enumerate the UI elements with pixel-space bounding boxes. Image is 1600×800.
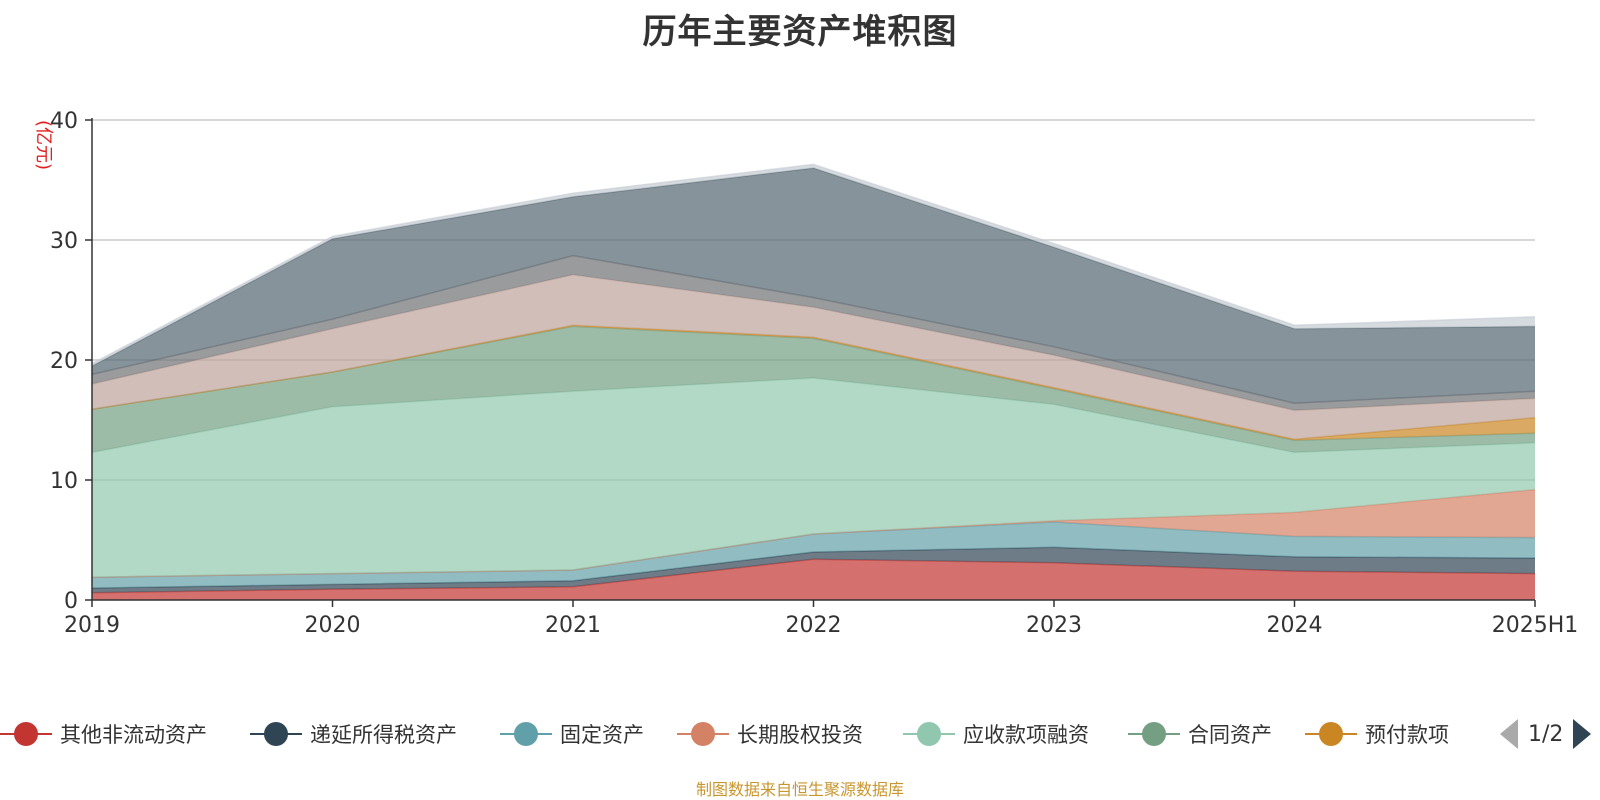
legend-item-label: 应收款项融资	[963, 723, 1089, 747]
legend-item[interactable]: 其他非流动资产	[0, 714, 207, 754]
legend-item[interactable]: 递延所得税资产	[250, 714, 457, 754]
area-series-10	[92, 168, 1535, 404]
legend-marker-icon	[250, 719, 302, 749]
area-series-2	[92, 547, 1535, 593]
legend-item[interactable]: 预付款项	[1305, 714, 1449, 754]
legend-marker-icon	[500, 719, 552, 749]
legend-item-label: 合同资产	[1188, 723, 1272, 747]
x-tick-label: 2021	[545, 613, 601, 638]
legend-marker-icon	[1305, 719, 1357, 749]
area-series-8	[92, 274, 1535, 440]
x-tick-label: 2025H1	[1492, 613, 1579, 638]
legend-item-label: 固定资产	[560, 723, 644, 747]
area-series-9	[92, 255, 1535, 411]
legend-item[interactable]: 应收款项融资	[903, 714, 1089, 754]
x-tick-label: 2020	[305, 613, 361, 638]
legend-pager: 1/2	[1500, 714, 1592, 754]
area-series-1	[92, 559, 1535, 600]
x-tick-label: 2022	[786, 613, 842, 638]
area-series-3	[92, 522, 1535, 588]
legend-marker-icon	[1128, 719, 1180, 749]
legend-item[interactable]: 固定资产	[500, 714, 644, 754]
area-series-6	[92, 326, 1535, 453]
y-axis-unit-label: (亿元)	[33, 120, 54, 170]
x-tick-label: 2023	[1026, 613, 1082, 638]
legend-item-label: 其他非流动资产	[60, 723, 207, 747]
area-edge-11	[91, 163, 1536, 365]
y-tick-label: 20	[50, 349, 78, 374]
y-tick-label: 30	[50, 229, 78, 254]
legend-marker-icon	[677, 719, 729, 749]
area-series-5	[92, 378, 1535, 578]
legend-marker-icon	[0, 719, 52, 749]
axes: 0 10 20 30 40 2019 2020 2021 2022 2023 2024 2025H1	[50, 109, 1578, 638]
y-tick-label: 40	[50, 109, 78, 134]
chart-title: 历年主要资产堆积图	[642, 12, 958, 52]
legend-prev-page-icon[interactable]	[1500, 719, 1518, 749]
legend-next-page-icon[interactable]	[1573, 719, 1592, 749]
x-tick-label: 2019	[64, 613, 120, 638]
data-source-note: 制图数据来自恒生聚源数据库	[695, 780, 904, 799]
y-tick-label: 10	[50, 469, 78, 494]
legend-item[interactable]: 合同资产	[1128, 714, 1272, 754]
y-tick-label: 0	[64, 589, 78, 614]
legend-item[interactable]: 长期股权投资	[677, 714, 863, 754]
legend-item-label: 预付款项	[1365, 723, 1449, 747]
legend-page-indicator: 1/2	[1528, 721, 1564, 747]
legend-item-label: 长期股权投资	[737, 723, 863, 747]
legend-marker-icon	[903, 719, 955, 749]
x-tick-label: 2024	[1267, 613, 1323, 638]
legend: 其他非流动资产 递延所得税资产 固定资产 长期股权投资 应收款项融资 合同资产 预付款项 1…	[0, 714, 1600, 754]
area-series	[91, 163, 1536, 600]
area-series-4	[92, 489, 1535, 578]
legend-item-label: 递延所得税资产	[310, 723, 457, 747]
